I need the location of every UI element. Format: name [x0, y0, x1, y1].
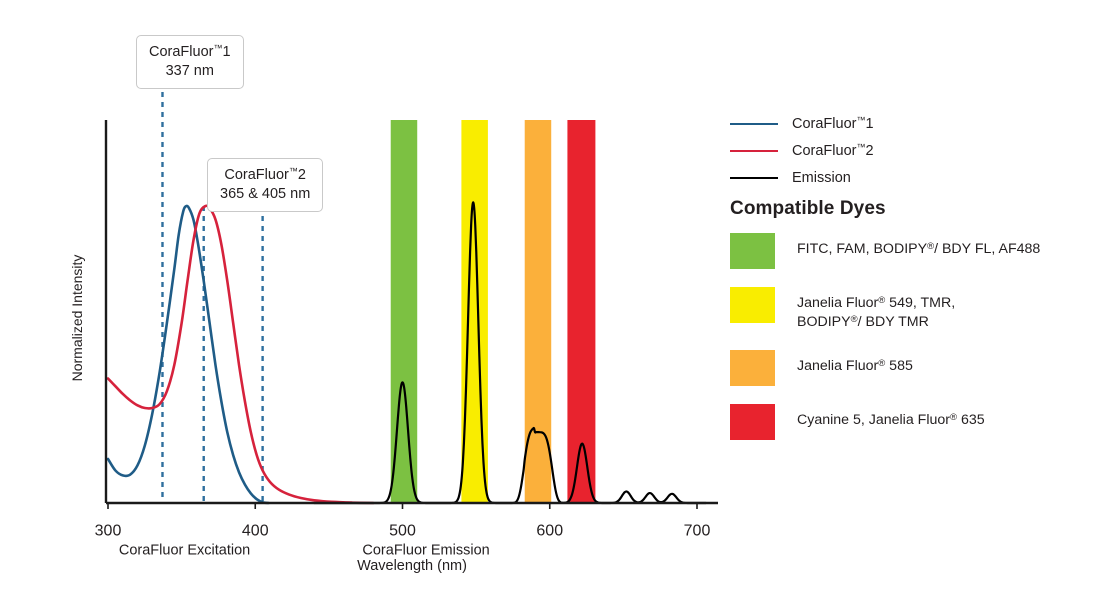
dye-label-line: BODIPY®/ BDY TMR: [797, 313, 929, 330]
compatible-dyes-heading: Compatible Dyes: [730, 198, 886, 219]
x-tick-label-600: 600: [536, 522, 563, 539]
legend-series-label: Emission: [792, 169, 851, 186]
legend-series-label: CoraFluor™2: [792, 142, 874, 159]
spectra-plot: 300 400 500 600 700 CoraFluor Excitation CoraF…: [69, 92, 718, 574]
series-legend: CoraFluor™1 CoraFluor™2 Emission: [730, 110, 1100, 191]
corafluor1-callout-line2: 337 nm: [165, 62, 214, 79]
dye-label-line: Janelia Fluor® 585: [797, 357, 913, 374]
red-band: [567, 120, 596, 503]
legend-panel: CoraFluor™1 CoraFluor™2 Emission Compatibl…: [726, 0, 1110, 612]
legend-series-label: CoraFluor™1: [792, 115, 874, 132]
dye-label-line: FITC, FAM, BODIPY®/ BDY FL, AF488: [797, 241, 1041, 257]
green-band: [390, 120, 418, 503]
region-label-excitation: CoraFluor Excitation: [119, 543, 250, 559]
dye-color-swatch: [730, 349, 775, 386]
orange-band: [524, 120, 552, 503]
registered-symbol: ®: [878, 357, 886, 369]
compatible-dye-row: Janelia Fluor® 585: [730, 349, 1106, 386]
trademark-symbol: ™: [856, 115, 866, 125]
x-tick-label-700: 700: [684, 522, 711, 539]
compatible-dye-row: Janelia Fluor® 549, TMR, BODIPY®/ BDY TMR: [730, 287, 1106, 332]
x-axis-title: Wavelength (nm): [357, 558, 467, 574]
x-tick-label-500: 500: [389, 522, 416, 539]
corafluor1-callout: CoraFluor™1 337 nm: [136, 35, 244, 90]
curve-corafluor1: [106, 204, 270, 505]
compatible-dyes-list: FITC, FAM, BODIPY®/ BDY FL, AF488 Janelia…: [730, 233, 1106, 458]
region-label-emission: CoraFluor Emission: [362, 543, 489, 559]
dye-label: Janelia Fluor® 549, TMR, BODIPY®/ BDY TMR: [797, 287, 955, 332]
dye-color-swatch: [730, 287, 775, 323]
registered-symbol: ®: [950, 411, 957, 423]
x-tick-label-400: 400: [242, 522, 269, 539]
corafluor2-callout-line2: 365 & 405 nm: [220, 185, 311, 202]
dye-color-swatch: [730, 233, 775, 269]
legend-line-swatch: [730, 122, 778, 125]
registered-symbol: ®: [927, 241, 935, 252]
curve-emission: [313, 201, 707, 505]
compatible-dye-row: Cyanine 5, Janelia Fluor® 635: [730, 403, 1106, 440]
x-tick-label-300: 300: [95, 522, 122, 539]
yellow-band: [461, 120, 488, 503]
legend-line-swatch: [730, 149, 778, 152]
corafluor2-callout-line1: CoraFluor™2: [224, 166, 306, 183]
corafluor2-callout: CoraFluor™2 365 & 405 nm: [207, 158, 324, 213]
registered-symbol: ®: [850, 313, 858, 325]
dye-label: Janelia Fluor® 585: [797, 350, 913, 376]
corafluor1-callout-line1: CoraFluor™1: [149, 43, 231, 60]
registered-symbol: ®: [878, 295, 886, 306]
legend-series-row: CoraFluor™1: [730, 110, 1100, 137]
dye-label-line: Janelia Fluor® 549, TMR,: [797, 295, 956, 311]
compatible-dye-row: FITC, FAM, BODIPY®/ BDY FL, AF488: [730, 233, 1106, 269]
curve-corafluor2: [106, 204, 375, 505]
trademark-symbol: ™: [288, 166, 298, 176]
trademark-symbol: ™: [856, 142, 866, 152]
dye-label-line: Cyanine 5, Janelia Fluor® 635: [797, 411, 985, 428]
legend-series-row: Emission: [730, 164, 1100, 191]
dye-label: FITC, FAM, BODIPY®/ BDY FL, AF488: [797, 233, 1040, 259]
dye-label: Cyanine 5, Janelia Fluor® 635: [797, 404, 985, 430]
trademark-symbol: ™: [213, 43, 223, 53]
dye-color-swatch: [730, 403, 775, 440]
legend-series-row: CoraFluor™2: [730, 137, 1100, 164]
chart-panel: 300 400 500 600 700 CoraFluor Excitation CoraF…: [69, 92, 718, 574]
y-axis-title: Normalized Intensity: [69, 255, 85, 382]
legend-line-swatch: [730, 176, 778, 179]
